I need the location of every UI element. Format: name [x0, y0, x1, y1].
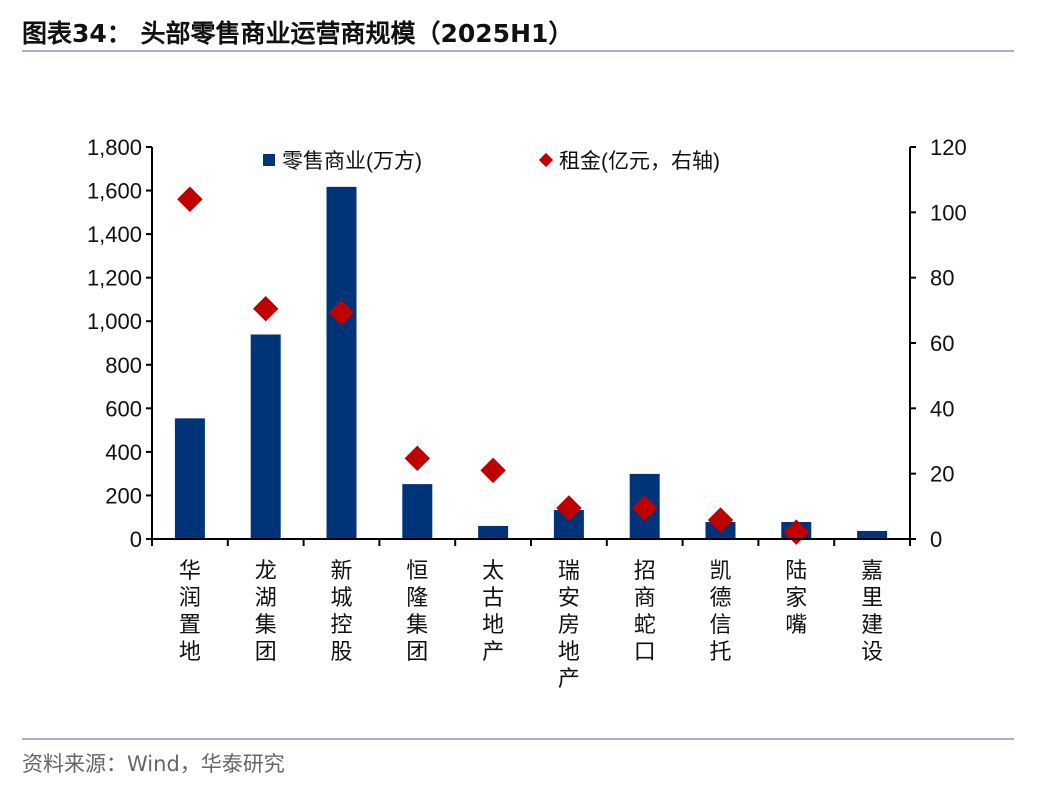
legend: 零售商业(万方) 租金(亿元，右轴) — [263, 150, 720, 173]
right-tick-label: 20 — [930, 462, 954, 487]
bar — [857, 530, 888, 539]
title-divider — [22, 50, 1014, 52]
legend-marker-swatch — [538, 152, 554, 168]
left-tick-label: 800 — [105, 353, 142, 378]
category-label: 陆家嘴 — [785, 558, 807, 637]
page-title: 图表34： 头部零售商业运营商规模（2025H1） — [22, 19, 574, 48]
rent-marker — [631, 495, 658, 521]
left-tick-label: 1,200 — [87, 266, 142, 291]
right-tick-label: 100 — [930, 200, 967, 225]
rent-marker — [404, 445, 431, 472]
bar — [174, 418, 205, 539]
category-label: 招商蛇口 — [634, 558, 656, 664]
left-tick-label: 200 — [105, 483, 142, 508]
rent-marker — [707, 507, 734, 533]
rent-marker — [480, 457, 506, 484]
right-tick-label: 0 — [930, 527, 942, 552]
right-tick-label: 60 — [930, 331, 954, 356]
source-note: 资料来源：Wind，华泰研究 — [22, 752, 285, 776]
bar — [250, 334, 281, 539]
category-label: 凯德信托 — [709, 558, 731, 664]
category-label: 嘉里建设 — [861, 558, 883, 664]
category-label: 新城控股 — [330, 558, 352, 664]
right-tick-label: 120 — [930, 135, 967, 160]
category-label: 恒隆集团 — [406, 558, 428, 664]
rent-marker — [328, 299, 355, 326]
legend-bar-label: 零售商业(万方) — [282, 150, 422, 173]
rent-marker — [556, 495, 582, 521]
bar — [326, 186, 357, 539]
left-tick-label: 1,000 — [87, 309, 142, 334]
category-label: 龙湖集团 — [255, 558, 277, 664]
category-label: 华润置地 — [179, 558, 201, 664]
footer-divider — [22, 738, 1014, 740]
rent-marker — [177, 186, 203, 212]
left-tick-label: 1,600 — [87, 179, 142, 204]
category-label: 瑞安房地产 — [558, 558, 580, 691]
rent-marker — [252, 295, 279, 322]
right-tick-label: 80 — [930, 266, 954, 291]
bar — [402, 484, 433, 539]
left-tick-label: 1,800 — [87, 135, 142, 160]
bar — [478, 525, 509, 539]
left-tick-label: 1,400 — [87, 222, 142, 247]
left-tick-label: 600 — [105, 396, 142, 421]
left-tick-label: 400 — [105, 440, 142, 465]
legend-bar-swatch — [263, 154, 275, 166]
legend-marker-label: 租金(亿元，右轴) — [559, 150, 720, 173]
left-tick-label: 0 — [130, 527, 142, 552]
category-label: 太古地产 — [482, 558, 504, 664]
right-tick-label: 40 — [930, 396, 954, 421]
